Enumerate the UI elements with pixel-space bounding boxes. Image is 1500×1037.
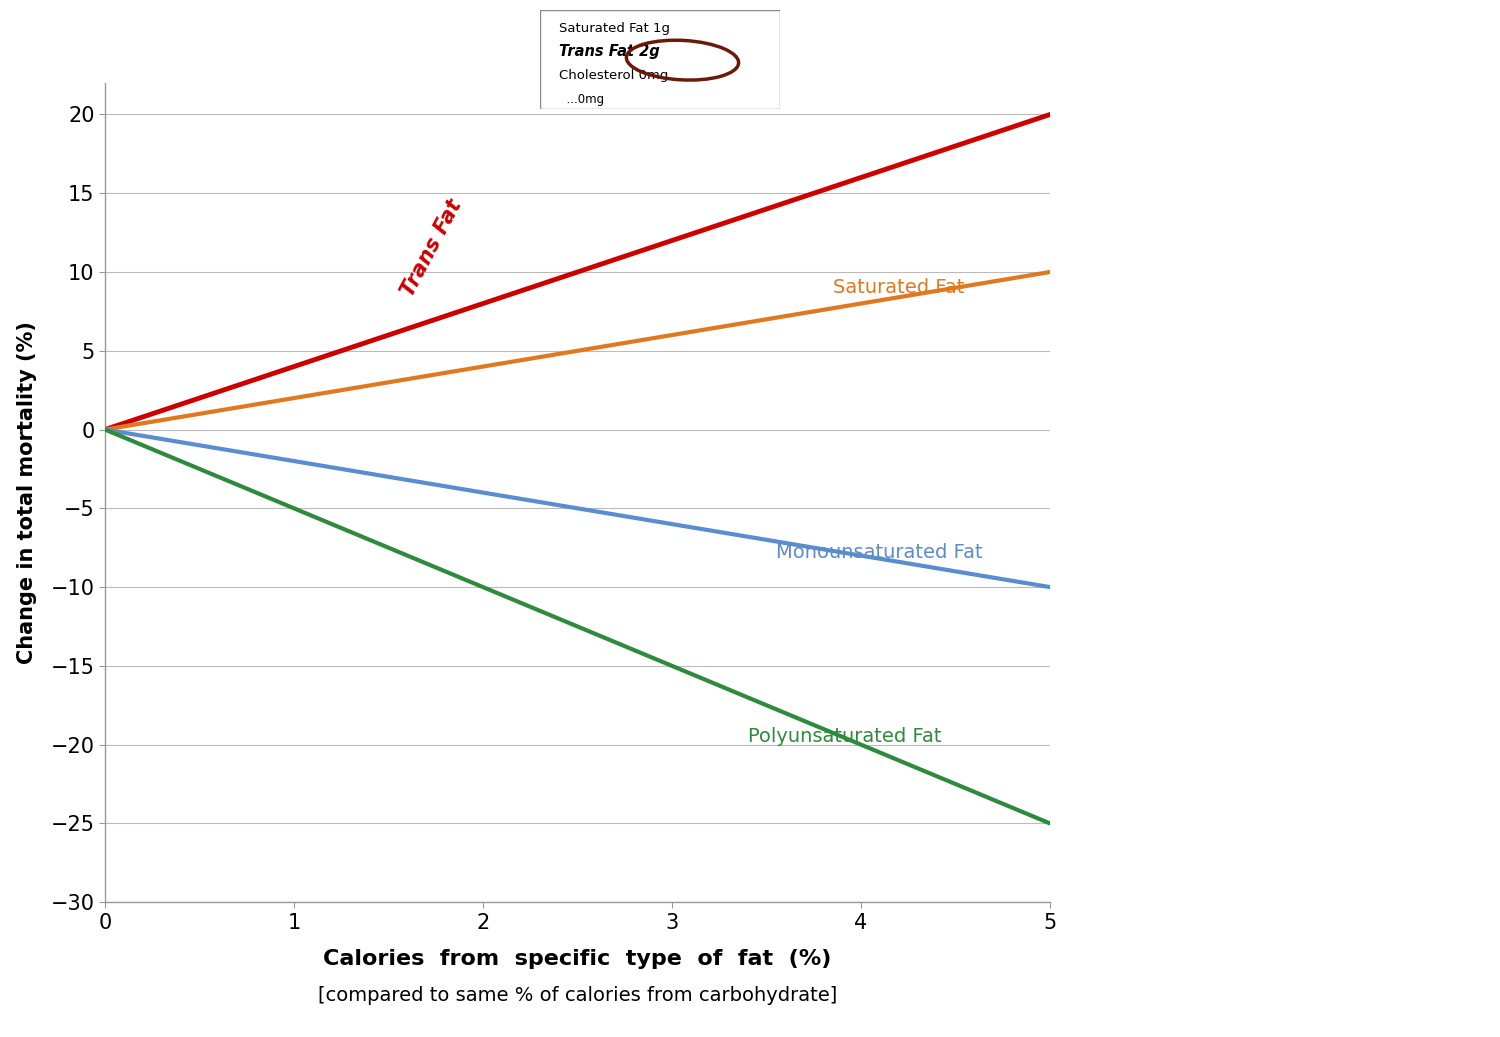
Text: Monounsaturated Fat: Monounsaturated Fat: [776, 543, 982, 562]
Text: [compared to same % of calories from carbohydrate]: [compared to same % of calories from car…: [318, 986, 837, 1005]
Text: Saturated Fat: Saturated Fat: [833, 278, 964, 298]
Text: Trans Fat: Trans Fat: [398, 196, 466, 301]
Text: Calories  from  specific  type  of  fat  (%): Calories from specific type of fat (%): [324, 949, 831, 970]
Text: Saturated Fat 1g: Saturated Fat 1g: [560, 22, 670, 34]
Text: Cholesterol 0mg: Cholesterol 0mg: [560, 68, 669, 82]
Text: ...0mg: ...0mg: [560, 92, 604, 106]
Text: Trans Fat 2g: Trans Fat 2g: [560, 45, 660, 59]
Y-axis label: Change in total mortality (%): Change in total mortality (%): [16, 321, 36, 664]
FancyBboxPatch shape: [540, 10, 780, 109]
Text: Polyunsaturated Fat: Polyunsaturated Fat: [747, 727, 940, 747]
